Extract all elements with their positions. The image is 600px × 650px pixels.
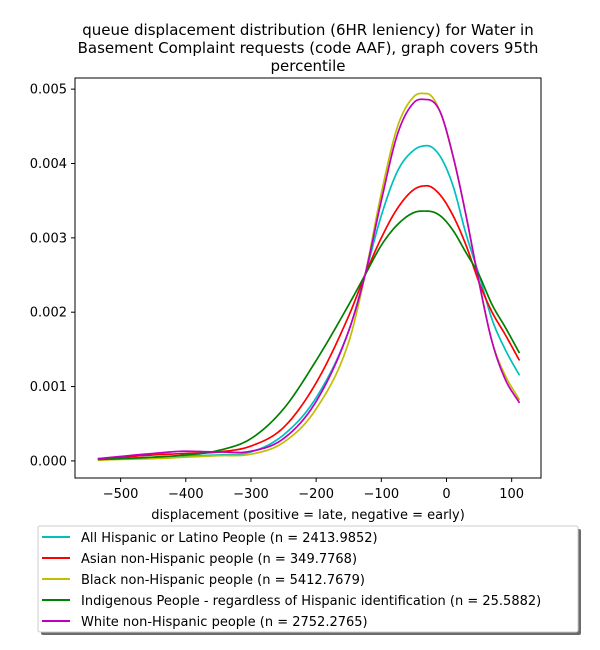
y-tick-label: 0.002: [30, 306, 67, 321]
series-line-4: [97, 98, 521, 460]
series-line-2: [97, 92, 521, 462]
series-group: [97, 92, 521, 462]
chart-title-line: percentile: [270, 57, 345, 75]
legend: All Hispanic or Latino People (n = 2413.…: [37, 525, 581, 635]
x-tick-label: −300: [233, 487, 269, 502]
series-line-1: [97, 184, 521, 460]
legend-box: [37, 525, 579, 633]
series-line-3: [97, 210, 521, 461]
legend-entry: Black non-Hispanic people (n = 5412.7679…: [81, 573, 365, 588]
legend-entry: White non-Hispanic people (n = 2752.2765…: [81, 615, 368, 630]
x-tick-label: −500: [103, 487, 139, 502]
legend-entry: All Hispanic or Latino People (n = 2413.…: [81, 531, 378, 546]
legend-entry: Indigenous People - regardless of Hispan…: [81, 594, 541, 609]
x-tick-label: −400: [168, 487, 204, 502]
x-tick-label: −100: [363, 487, 399, 502]
y-tick-label: 0.000: [30, 454, 67, 469]
legend-entry: Asian non-Hispanic people (n = 349.7768): [81, 552, 357, 567]
chart-title: queue displacement distribution (6HR len…: [78, 21, 539, 75]
plot-area-frame: [74, 77, 542, 479]
chart-title-line: Basement Complaint requests (code AAF), …: [78, 39, 539, 57]
y-tick-label: 0.001: [30, 380, 67, 395]
y-tick-label: 0.004: [30, 157, 67, 172]
x-axis-label: displacement (positive = late, negative …: [151, 508, 465, 523]
y-axis: 0.000 0.001 0.002 0.003 0.004 0.005: [30, 83, 75, 469]
x-tick-label: −200: [298, 487, 334, 502]
x-tick-label: 0: [442, 487, 450, 502]
y-tick-label: 0.005: [30, 83, 67, 98]
chart-title-line: queue displacement distribution (6HR len…: [82, 21, 533, 39]
x-tick-label: 100: [499, 487, 524, 502]
y-tick-label: 0.003: [30, 231, 67, 246]
x-axis: −500 −400 −300 −200 −100 0 100: [103, 478, 524, 502]
